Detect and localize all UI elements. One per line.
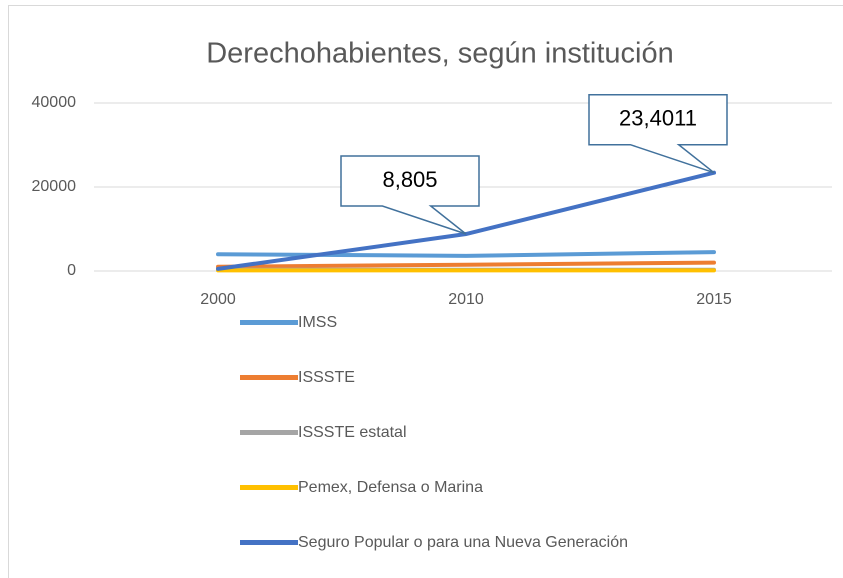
legend-entry: Pemex, Defensa o Marina <box>240 477 638 499</box>
x-tick-label: 2015 <box>696 291 732 308</box>
data-label: 23,4011 <box>619 106 697 131</box>
callout <box>588 93 728 174</box>
legend-swatch <box>240 430 298 435</box>
legend-entry: Seguro Popular o para una Nueva Generaci… <box>240 532 638 554</box>
legend-swatch <box>240 320 298 325</box>
legend-swatch <box>240 540 298 545</box>
y-tick-label: 40000 <box>32 94 77 111</box>
legend-entry: IMSS <box>240 312 638 334</box>
legend-label: Seguro Popular o para una Nueva Generaci… <box>298 534 628 551</box>
legend-entry: ISSSTE estatal <box>240 422 638 444</box>
x-tick-label: 2000 <box>200 291 236 308</box>
chart-title: Derechohabientes, según institución <box>206 38 674 70</box>
legend-label: Pemex, Defensa o Marina <box>298 479 483 496</box>
legend-entry: ISSSTE <box>240 367 638 389</box>
y-tick-label: 0 <box>67 262 76 279</box>
line <box>216 250 716 258</box>
y-tick-label: 20000 <box>32 178 77 195</box>
legend-label: ISSSTE estatal <box>298 424 407 441</box>
legend-label: ISSSTE <box>298 369 355 386</box>
line <box>216 260 716 269</box>
data-label: 8,805 <box>382 167 437 192</box>
callout <box>340 155 480 235</box>
legend-swatch <box>240 485 298 490</box>
x-tick-label: 2010 <box>448 291 484 308</box>
legend-swatch <box>240 375 298 380</box>
legend-label: IMSS <box>298 314 338 331</box>
